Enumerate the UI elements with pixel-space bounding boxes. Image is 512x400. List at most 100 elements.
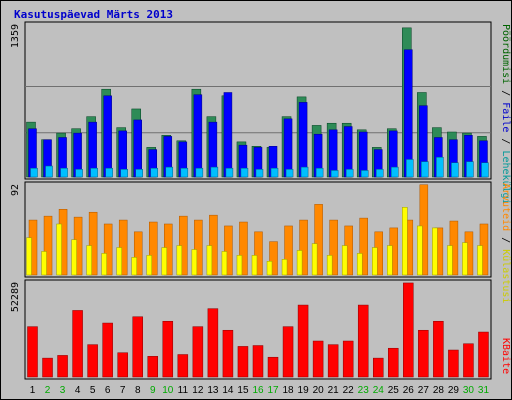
- bar-kbaite-24: [372, 357, 384, 378]
- bar-arvuteid-19: [299, 219, 308, 276]
- day-label-2: 2: [45, 385, 51, 396]
- day-label-5: 5: [90, 385, 96, 396]
- bar-kbaite-3: [57, 355, 68, 378]
- bar-lehekülgi-15: [240, 167, 249, 178]
- bar-lehekülgi-11: [180, 167, 189, 178]
- bar-kbaite-17: [267, 356, 279, 378]
- day-label-11: 11: [178, 385, 189, 396]
- bar-faile-18: [283, 118, 293, 178]
- bar-arvuteid-6: [103, 223, 113, 276]
- page-title: Kasutuspäevad Märts 2013: [14, 8, 173, 21]
- bar-faile-21: [328, 129, 338, 178]
- bar-arvuteid-23: [359, 217, 368, 276]
- bar-kbaite-28: [433, 320, 444, 378]
- bar-külastusi-30: [462, 242, 468, 276]
- day-label-3: 3: [60, 385, 66, 396]
- bar-arvuteid-16: [254, 231, 263, 276]
- bar-lehekülgi-14: [225, 167, 234, 178]
- day-label-13: 13: [207, 385, 219, 396]
- bar-arvuteid-2: [43, 215, 53, 276]
- bar-kbaite-26: [403, 282, 414, 378]
- bar-lehekülgi-18: [285, 169, 294, 178]
- legend-top-part-2: Faile: [500, 102, 511, 132]
- bar-lehekülgi-10: [165, 166, 174, 178]
- bar-faile-19: [298, 102, 308, 178]
- bar-külastusi-19: [296, 250, 303, 276]
- bar-külastusi-1: [26, 237, 32, 276]
- day-label-16: 16: [252, 385, 264, 396]
- bar-külastusi-20: [311, 243, 318, 276]
- bar-külastusi-16: [251, 255, 258, 276]
- bar-arvuteid-20: [314, 204, 323, 276]
- bar-lehekülgi-31: [481, 162, 489, 178]
- bar-külastusi-26: [402, 207, 408, 276]
- bar-lehekülgi-17: [270, 167, 279, 178]
- bar-lehekülgi-23: [360, 170, 369, 178]
- bar-kbaite-18: [282, 326, 294, 378]
- bar-külastusi-11: [176, 245, 183, 276]
- bar-lehekülgi-13: [210, 166, 219, 178]
- bar-arvuteid-8: [133, 231, 143, 276]
- bar-külastusi-27: [417, 225, 423, 276]
- day-label-28: 28: [433, 385, 445, 396]
- day-label-21: 21: [328, 385, 340, 396]
- bar-külastusi-3: [56, 223, 62, 276]
- bar-lehekülgi-5: [90, 167, 98, 178]
- bar-kbaite-23: [357, 304, 369, 378]
- bar-lehekülgi-9: [150, 167, 159, 178]
- bar-kbaite-4: [72, 310, 83, 378]
- bar-lehekülgi-4: [75, 169, 83, 178]
- day-label-12: 12: [192, 385, 204, 396]
- bar-külastusi-18: [281, 259, 288, 276]
- panel-bottom-border: [24, 279, 492, 380]
- day-label-6: 6: [105, 385, 111, 396]
- bar-külastusi-25: [387, 245, 393, 276]
- bar-kbaite-5: [87, 344, 98, 378]
- bar-külastusi-17: [266, 261, 273, 276]
- day-label-9: 9: [150, 385, 156, 396]
- bar-arvuteid-15: [239, 221, 248, 276]
- bar-külastusi-23: [356, 253, 363, 276]
- legend-bottom-part-0: KBaite: [500, 338, 511, 374]
- bar-kbaite-9: [147, 356, 159, 378]
- day-label-1: 1: [30, 385, 36, 396]
- day-label-30: 30: [463, 385, 475, 396]
- bar-faile-14: [223, 92, 233, 178]
- bar-arvuteid-18: [284, 225, 293, 276]
- bar-lehekülgi-22: [345, 169, 354, 178]
- legend-top: Pöördumisi / Faile / Lehekülgi: [500, 24, 511, 205]
- bar-külastusi-15: [236, 255, 243, 276]
- bar-lehekülgi-20: [315, 167, 324, 178]
- bar-lehekülgi-26: [406, 159, 414, 178]
- panel-middle-border: [24, 181, 492, 278]
- legend-top-part-1: /: [500, 84, 511, 102]
- bar-külastusi-21: [326, 255, 333, 276]
- bar-külastusi-22: [341, 245, 348, 276]
- bar-lehekülgi-28: [436, 156, 444, 178]
- bar-külastusi-28: [432, 227, 438, 276]
- day-label-19: 19: [298, 385, 310, 396]
- bar-arvuteid-12: [194, 219, 203, 276]
- bar-kbaite-20: [312, 340, 324, 378]
- bar-kbaite-29: [448, 349, 459, 378]
- legend-top-part-0: Pöördumisi: [500, 24, 511, 84]
- bar-kbaite-12: [192, 326, 204, 378]
- bar-külastusi-31: [477, 245, 483, 276]
- panel-middle-max-label: 92: [10, 184, 21, 196]
- legend-middle-part-2: Külastusi: [500, 249, 511, 303]
- bar-lehekülgi-8: [135, 169, 143, 178]
- bar-kbaite-13: [207, 308, 219, 378]
- bar-lehekülgi-27: [421, 161, 429, 178]
- bar-faile-26: [404, 49, 413, 178]
- bar-külastusi-10: [161, 247, 168, 276]
- bar-lehekülgi-3: [60, 167, 68, 178]
- bar-kbaite-16: [252, 345, 264, 378]
- legend-top-part-4: Lehekülgi: [500, 150, 511, 204]
- bar-kbaite-25: [388, 347, 399, 378]
- bar-arvuteid-9: [149, 221, 158, 276]
- bar-külastusi-7: [116, 247, 122, 276]
- bar-lehekülgi-29: [451, 162, 459, 178]
- day-label-7: 7: [120, 385, 126, 396]
- day-label-18: 18: [283, 385, 295, 396]
